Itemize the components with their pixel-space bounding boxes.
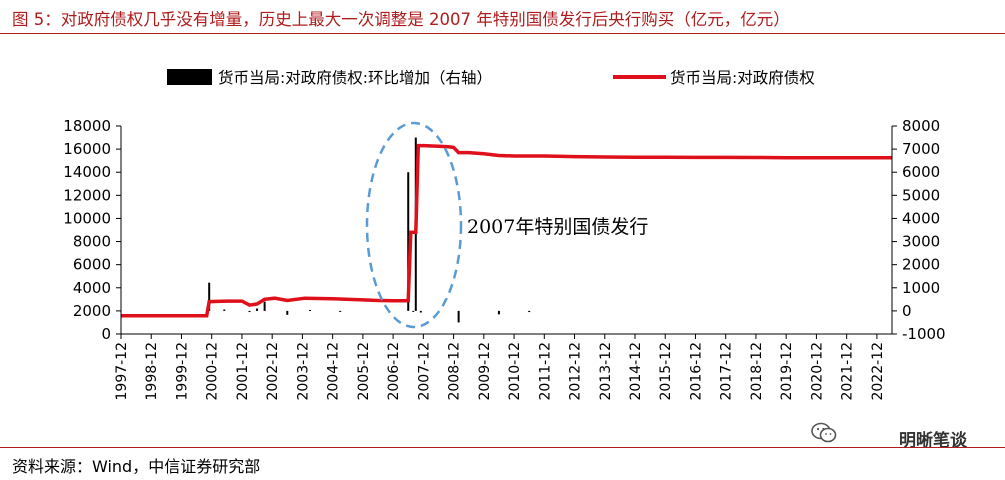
x-tick-label: 1998-12 — [144, 342, 160, 401]
x-tick-label: 2013-12 — [598, 342, 614, 401]
y-left-tick-label: 18000 — [63, 117, 111, 135]
bar-mark — [412, 310, 415, 312]
x-tick-label: 2009-12 — [477, 342, 493, 401]
y-left-tick-label: 0 — [101, 325, 111, 343]
bar-mark — [457, 310, 460, 323]
y-left-tick-label: 8000 — [73, 233, 111, 251]
y-right-tick-label: -1000 — [902, 325, 946, 343]
y-right-tick-label: 0 — [902, 302, 912, 320]
y-left-tick-label: 4000 — [73, 279, 111, 297]
bar-mark — [528, 310, 531, 313]
x-tick-label: 2003-12 — [295, 342, 311, 401]
legend: 货币当局:对政府债权:环比增加（右轴） 货币当局:对政府债权 — [167, 69, 815, 87]
line-series — [121, 143, 892, 318]
annotation-2007-special-bond: 2007年特别国债发行 — [467, 216, 648, 238]
y-left-tick-label: 14000 — [63, 163, 111, 181]
x-tick-label: 2005-12 — [356, 342, 372, 401]
x-tick-label: 2018-12 — [749, 342, 765, 401]
x-tick-label: 2001-12 — [235, 342, 251, 401]
x-tick-label: 2016-12 — [688, 342, 704, 401]
bar-mark — [339, 310, 342, 312]
y-left-tick-label: 12000 — [63, 186, 111, 204]
x-tick-label: 2020-12 — [809, 342, 825, 401]
x-tick-label: 2006-12 — [386, 342, 402, 401]
bar-mark — [407, 172, 410, 311]
x-tick-label: 2007-12 — [416, 342, 432, 401]
x-tick-label: 2004-12 — [326, 342, 342, 401]
bar-mark — [208, 282, 211, 311]
bar-mark — [263, 301, 266, 311]
bar-mark — [223, 309, 226, 311]
x-tick-label: 2021-12 — [840, 342, 856, 401]
x-tick-label: 2012-12 — [568, 342, 584, 401]
y-left-tick-label: 10000 — [63, 209, 111, 227]
y-right-tick-label: 2000 — [902, 256, 940, 274]
x-tick-label: 2014-12 — [628, 342, 644, 401]
y-left-tick-label: 16000 — [63, 140, 111, 158]
watermark: 明晰笔谈 — [899, 431, 967, 451]
x-tick-label: 2019-12 — [779, 342, 795, 401]
x-tick-label: 2002-12 — [265, 342, 281, 401]
figure-title: 图 5：对政府债权几乎没有增量，历史上最大一次调整是 2007 年特别国债发行后… — [12, 10, 790, 29]
x-tick-label: 2022-12 — [870, 342, 886, 401]
bar-mark — [308, 309, 311, 311]
x-tick-label: 2011-12 — [537, 342, 553, 401]
x-tick-label: 2017-12 — [719, 342, 735, 401]
line-series-path — [121, 143, 892, 318]
legend-swatch-bar — [167, 69, 212, 85]
source-rule — [0, 447, 1005, 448]
x-tick-label: 1997-12 — [114, 342, 130, 401]
source-note: 资料来源：Wind，中信证券研究部 — [12, 457, 261, 476]
bar-mark — [286, 310, 289, 315]
title-rule — [0, 33, 1005, 34]
bar-mark — [497, 310, 500, 315]
y-left-tick-label: 6000 — [73, 256, 111, 274]
wechat-icon — [811, 422, 837, 443]
legend-label-line: 货币当局:对政府债权 — [670, 69, 815, 87]
bar-mark — [248, 310, 251, 313]
x-tick-label: 2008-12 — [447, 342, 463, 401]
bar-mark — [419, 310, 422, 313]
y-right-tick-label: 8000 — [902, 117, 940, 135]
x-tick-label: 1999-12 — [174, 342, 190, 401]
y-right-tick-label: 3000 — [902, 233, 940, 251]
highlight-ellipse — [365, 121, 463, 329]
x-tick-label: 2015-12 — [658, 342, 674, 401]
bar-mark — [256, 308, 259, 311]
y-right-tick-label: 6000 — [902, 163, 940, 181]
legend-label-bar: 货币当局:对政府债权:环比增加（右轴） — [218, 69, 492, 87]
y-right-tick-label: 4000 — [902, 209, 940, 227]
y-left-tick-label: 2000 — [73, 302, 111, 320]
y-right-tick-label: 1000 — [902, 279, 940, 297]
y-right-tick-label: 5000 — [902, 186, 940, 204]
x-tick-label: 2000-12 — [205, 342, 221, 401]
x-tick-label: 2010-12 — [507, 342, 523, 401]
y-right-tick-label: 7000 — [902, 140, 940, 158]
